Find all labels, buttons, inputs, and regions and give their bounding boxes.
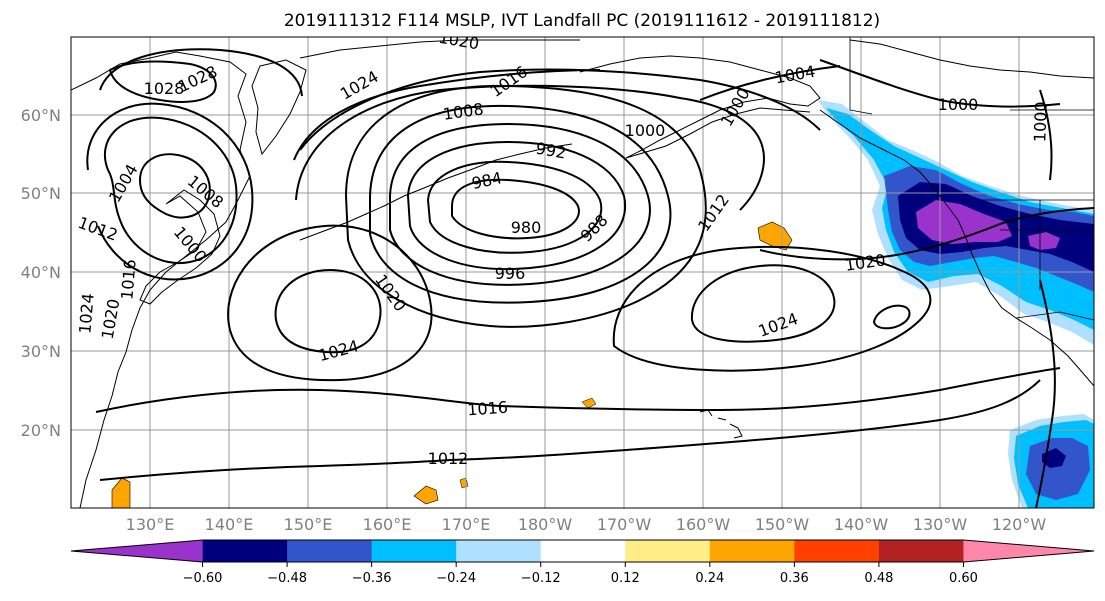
isobar-1000-ne [1039,89,1053,181]
isobar-label: 1016 [117,258,139,300]
lon-label: 170°E [442,515,491,534]
isobar-label: 1016 [467,398,509,420]
isobar-label: 996 [495,264,526,283]
coastline-kamchatka [251,59,307,156]
isobar-980 [451,178,580,240]
colorbar-tick-label: 0.60 [949,571,978,586]
ivt-shade-positive-east-pacific [757,221,793,251]
latitude-labels: 60°N 50°N 40°N 30°N 20°N [21,106,61,440]
lon-label: 160°E [363,515,412,534]
colorbar-segment [287,540,373,562]
colorbar-segment [709,540,795,562]
isobar-1000-alaska [819,59,1061,108]
colorbar-tick-label: −0.60 [183,571,223,586]
lon-label: 150°E [284,515,333,534]
lon-label: 170°W [597,515,652,534]
lon-label: 120°W [992,515,1047,534]
colorbar-segment [878,540,964,562]
map-frame [70,36,1095,509]
lon-label: 130°E [126,515,175,534]
isobar-1016-north [293,69,601,161]
isobar-988 [406,140,627,270]
colorbar-tick-label: 0.48 [864,571,893,586]
isobar-1004-alaska [699,65,841,101]
ivt-shade-mexico-navy [1042,448,1066,468]
coastline-siberia [299,39,580,59]
isobar-label: 980 [511,218,542,237]
lon-label: 140°E [205,515,254,534]
colorbar-segment [456,540,542,562]
colorbar-tick-label: −0.36 [352,571,392,586]
isobar-984 [426,160,603,254]
lon-label: 140°W [834,515,889,534]
coastline-aleutians [299,143,573,241]
colorbar-extend-max [963,540,1094,562]
coastline-japan [139,189,221,305]
lon-label: 130°W [913,515,968,534]
coastline-bc-coast [819,109,1094,387]
isobar-1020-loop [227,224,433,382]
colorbar-tick-label: −0.24 [436,571,476,586]
colorbar-segment [371,540,457,562]
ivt-shade-west-coast-purple-2 [1028,232,1060,250]
isobar-1012-south [99,379,1041,481]
isobar-label: 1012 [428,449,469,468]
lat-label: 50°N [21,184,61,203]
colorbar-segment [202,540,288,562]
isobar-label: 1028 [144,79,185,98]
isobar-992 [389,122,651,286]
isobar-1004-nw [86,102,254,281]
coastlines [71,39,1094,508]
longitude-labels: 130°E 140°E 150°E 160°E 170°E 180°W 170°… [126,515,1047,534]
colorbar-segment [540,540,626,562]
lon-label: 160°W [676,515,731,534]
isobar-1016 [95,367,1061,413]
ivt-shade-positive-south-1 [413,485,439,505]
isobar-1008-nw [138,153,211,219]
isobar-1012 [295,84,765,211]
ivt-shade-positive-mid-pacific [581,397,597,409]
coastline-east-asia [71,51,251,508]
colorbar-extend-min [71,540,203,562]
isobar-1024-east [690,264,836,343]
coastline-alaska [579,55,821,159]
coastline-canada-north [849,39,1094,79]
isobar-1028-nw [108,60,217,103]
map-panel: 1020 1028 1028 1024 1016 1008 1004 1000 … [70,36,1095,509]
border-us-mexico [1015,311,1094,321]
isobar-1020-east [612,245,932,372]
ivt-shade-positive-sw-corner [111,477,131,508]
isobar-label: 1000 [625,121,666,140]
isobar-1016-east-vertical [1035,279,1056,508]
lat-label: 60°N [21,106,61,125]
colorbar: −0.60 −0.48 −0.36 −0.24 −0.12 0.12 0.24 0.36 0.4… [70,539,1095,586]
map-title: 2019111312 F114 MSLP, IVT Landfall PC (2… [284,11,880,31]
colorbar-tick-label: 0.12 [611,571,640,586]
political-borders [849,37,1094,321]
ivt-shade-mexico-blue [1026,438,1090,500]
colorbar-tick-label: −0.12 [521,571,561,586]
lon-label: 150°W [755,515,810,534]
isobar-label: 1000 [1030,101,1050,142]
isobar-1024-west [274,268,382,354]
lat-label: 40°N [21,263,61,282]
isobar-label: 1024 [75,292,97,334]
isobar-1024-small [872,304,911,330]
colorbar-segment [794,540,880,562]
lat-label: 20°N [21,421,61,440]
colorbar-tick-label: −0.48 [267,571,307,586]
isobars [86,48,1094,508]
isobar-1000-nw [103,116,238,265]
isobar-label: 1000 [938,95,979,114]
colorbar-tick-label: 0.24 [695,571,724,586]
border-alaska-canada [849,37,873,115]
lon-label: 180°W [518,515,573,534]
lat-label: 30°N [21,342,61,361]
isobar-996 [369,104,672,304]
isobar-1020-curve [759,207,1094,261]
isobar-1024-nw [99,48,303,97]
colorbar-tick-label: 0.36 [780,571,809,586]
colorbar-segment [625,540,711,562]
